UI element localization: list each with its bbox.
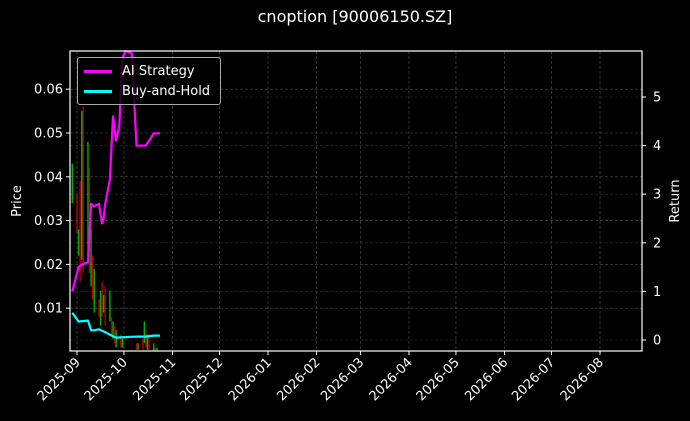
left-tick-label: 0.06: [34, 83, 63, 98]
legend-swatch-magenta: [84, 69, 112, 73]
right-tick-label: 3: [653, 188, 661, 203]
chart-title: cnoption [90006150.SZ]: [257, 7, 453, 26]
right-tick-label: 4: [653, 139, 661, 154]
right-axis-label: Return: [668, 179, 683, 222]
left-tick-label: 0.03: [34, 214, 63, 229]
left-y-axis: 0.01 0.02 0.03 0.04 0.05 0.06: [34, 83, 70, 317]
legend-label: Buy-and-Hold: [122, 83, 211, 99]
x-tick-label: 2025-12: [177, 355, 226, 404]
x-tick-label: 2026-02: [274, 355, 323, 404]
x-tick-label: 2026-03: [318, 355, 367, 404]
right-tick-label: 0: [653, 334, 661, 349]
x-tick-label: 2025-10: [82, 355, 131, 404]
legend-item-buy-and-hold: Buy-and-Hold: [84, 81, 210, 101]
legend-swatch-cyan: [84, 89, 112, 93]
x-tick-label: 2026-01: [226, 355, 275, 404]
legend: AI Strategy Buy-and-Hold: [77, 57, 221, 105]
legend-item-ai-strategy: AI Strategy: [84, 61, 195, 81]
right-tick-label: 5: [653, 91, 661, 106]
left-tick-label: 0.04: [34, 170, 63, 185]
x-tick-label: 2025-09: [35, 355, 84, 404]
right-tick-label: 1: [653, 285, 661, 300]
x-tick-label: 2025-11: [130, 355, 179, 404]
left-axis-label: Price: [10, 185, 25, 217]
x-tick-label: 2026-08: [558, 355, 607, 404]
grid-lines: [70, 51, 642, 351]
x-tick-label: 2026-07: [509, 355, 558, 404]
return-lines: [71, 49, 160, 339]
buy-and-hold-line: [71, 312, 160, 339]
left-tick-label: 0.05: [34, 127, 63, 142]
x-tick-label: 2026-06: [462, 355, 511, 404]
right-tick-label: 2: [653, 236, 661, 251]
legend-label: AI Strategy: [122, 63, 195, 79]
price-candlesticks: [71, 106, 158, 351]
plot-frame: [69, 50, 643, 352]
ai-strategy-line: [71, 49, 160, 292]
right-y-axis: 0 1 2 3 4 5: [642, 91, 661, 349]
x-tick-label: 2026-05: [414, 355, 463, 404]
left-tick-label: 0.01: [34, 302, 63, 317]
left-tick-label: 0.02: [34, 258, 63, 273]
x-tick-label: 2026-04: [367, 355, 416, 404]
